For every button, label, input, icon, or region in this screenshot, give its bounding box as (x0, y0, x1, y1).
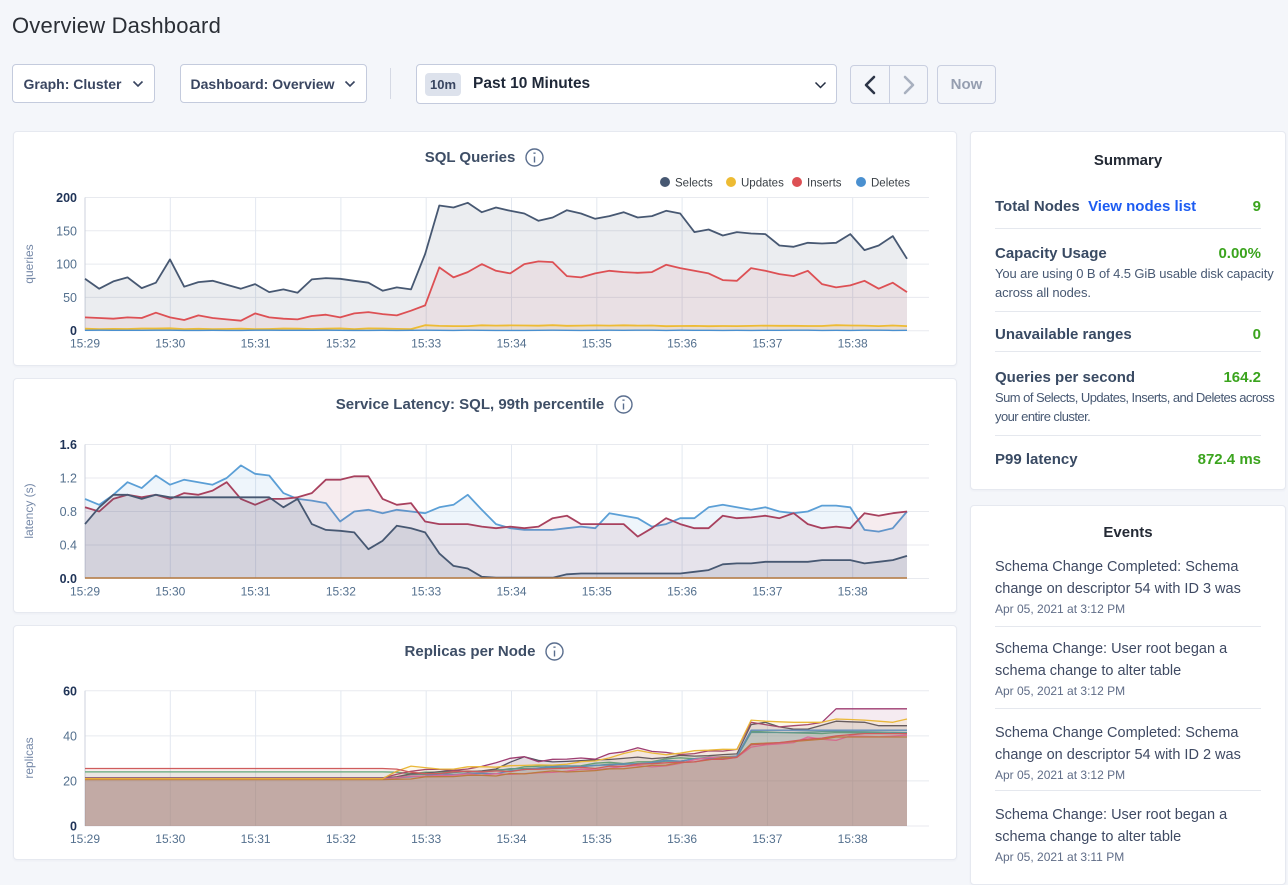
svg-text:15:37: 15:37 (752, 832, 782, 846)
svg-text:50: 50 (63, 291, 77, 305)
svg-text:20: 20 (63, 774, 77, 788)
svg-text:Selects: Selects (675, 178, 713, 190)
svg-text:0.0: 0.0 (60, 572, 77, 586)
svg-text:0: 0 (70, 324, 77, 338)
svg-text:15:32: 15:32 (326, 585, 356, 599)
svg-text:15:34: 15:34 (496, 832, 526, 846)
svg-text:15:38: 15:38 (838, 337, 868, 351)
svg-text:60: 60 (63, 684, 77, 698)
svg-text:15:30: 15:30 (155, 337, 185, 351)
svg-text:queries: queries (22, 244, 36, 283)
svg-text:15:36: 15:36 (667, 337, 697, 351)
svg-text:15:31: 15:31 (241, 585, 271, 599)
svg-text:15:36: 15:36 (667, 832, 697, 846)
svg-text:Inserts: Inserts (807, 178, 842, 190)
svg-text:200: 200 (56, 191, 77, 205)
svg-text:15:35: 15:35 (582, 585, 612, 599)
svg-text:1.2: 1.2 (60, 472, 77, 486)
svg-text:15:30: 15:30 (155, 585, 185, 599)
svg-text:15:35: 15:35 (582, 337, 612, 351)
svg-text:15:33: 15:33 (411, 832, 441, 846)
svg-text:15:38: 15:38 (838, 585, 868, 599)
svg-text:15:29: 15:29 (70, 832, 100, 846)
svg-text:40: 40 (63, 729, 77, 743)
svg-text:15:31: 15:31 (241, 337, 271, 351)
svg-text:Updates: Updates (741, 178, 784, 190)
svg-text:15:33: 15:33 (411, 585, 441, 599)
svg-text:15:32: 15:32 (326, 337, 356, 351)
svg-text:15:33: 15:33 (411, 337, 441, 351)
svg-text:15:29: 15:29 (70, 337, 100, 351)
svg-text:15:30: 15:30 (155, 832, 185, 846)
svg-text:15:31: 15:31 (241, 832, 271, 846)
svg-text:15:29: 15:29 (70, 585, 100, 599)
svg-text:15:34: 15:34 (496, 585, 526, 599)
svg-text:15:37: 15:37 (752, 585, 782, 599)
svg-text:0: 0 (70, 820, 77, 834)
svg-text:15:35: 15:35 (582, 832, 612, 846)
svg-text:Deletes: Deletes (871, 178, 910, 190)
svg-text:15:34: 15:34 (496, 337, 526, 351)
svg-text:0.8: 0.8 (60, 505, 77, 519)
svg-text:15:32: 15:32 (326, 832, 356, 846)
svg-text:replicas: replicas (22, 737, 36, 778)
svg-text:15:36: 15:36 (667, 585, 697, 599)
svg-text:1.6: 1.6 (60, 438, 77, 452)
svg-text:0.4: 0.4 (60, 539, 77, 553)
svg-text:15:37: 15:37 (752, 337, 782, 351)
svg-text:latency (s): latency (s) (22, 483, 36, 538)
svg-text:100: 100 (56, 258, 77, 272)
svg-text:150: 150 (56, 224, 77, 238)
svg-text:15:38: 15:38 (838, 832, 868, 846)
